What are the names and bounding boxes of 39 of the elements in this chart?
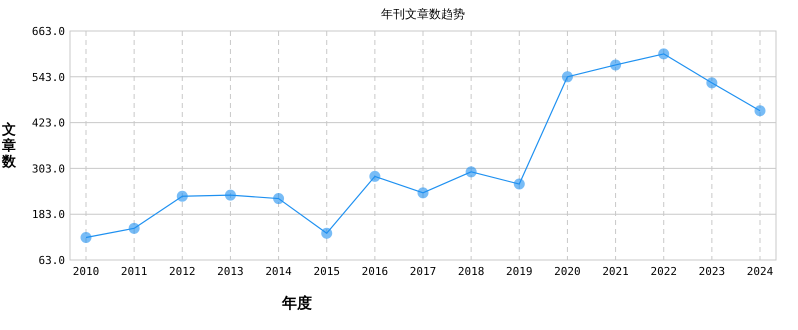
x-tick-label: 2013 — [217, 265, 244, 278]
x-tick-label: 2014 — [265, 265, 292, 278]
chart-title: 年刊文章数趋势 — [381, 7, 465, 21]
x-tick-label: 2015 — [313, 265, 340, 278]
x-tick-label: 2011 — [120, 265, 148, 278]
x-tick-label: 2021 — [602, 265, 629, 278]
point — [321, 228, 332, 239]
point — [706, 77, 718, 88]
point — [610, 59, 622, 70]
point — [176, 190, 188, 202]
point — [80, 232, 92, 243]
y-tick-label: 63.0 — [38, 254, 65, 267]
y-tick-label: 663.0 — [32, 25, 65, 38]
point — [128, 222, 140, 234]
point — [562, 71, 573, 82]
y-axis-title: 文章数 — [1, 121, 17, 170]
y-tick-label: 183.0 — [32, 208, 65, 222]
point — [369, 170, 380, 182]
point — [754, 105, 766, 116]
x-axis-title: 年度 — [281, 294, 312, 312]
x-tick-label: 2017 — [410, 265, 436, 278]
point — [658, 48, 670, 60]
x-tick-label: 2022 — [650, 265, 677, 278]
x-tick-label: 2010 — [72, 265, 100, 278]
point — [273, 193, 284, 204]
y-tick-label: 303.0 — [32, 162, 65, 176]
x-tick-label: 2020 — [554, 265, 581, 278]
point — [466, 166, 477, 178]
y-tick-label: 543.0 — [32, 70, 65, 84]
y-tick-label: 423.0 — [32, 116, 65, 130]
point — [514, 178, 525, 190]
x-tick-label: 2024 — [746, 265, 774, 278]
point — [418, 187, 428, 198]
point — [224, 190, 236, 201]
x-tick-label: 2018 — [458, 265, 484, 278]
x-tick-label: 2019 — [506, 265, 533, 278]
x-tick-label: 2012 — [169, 265, 196, 278]
x-tick-label: 2016 — [362, 265, 388, 278]
x-tick-label: 2023 — [698, 265, 726, 278]
